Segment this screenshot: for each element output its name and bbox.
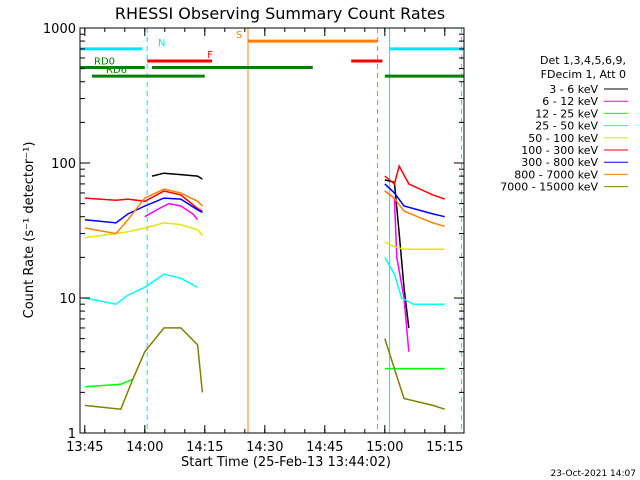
- legend-label: 50 - 100 keV: [528, 132, 598, 145]
- series-line: [151, 172, 203, 180]
- flag-label: RD0: [94, 56, 115, 67]
- legend-header: Det 1,3,4,5,6,9,: [540, 54, 626, 67]
- x-tick-label: 14:00: [126, 440, 163, 455]
- flag-label: S: [236, 30, 242, 41]
- y-tick-label: 1: [68, 427, 76, 442]
- x-tick-label: 15:15: [426, 440, 463, 455]
- series-line: [84, 327, 204, 411]
- legend: Det 1,3,4,5,6,9,FDecim 1, Att 0 3 - 6 keV…: [500, 54, 628, 194]
- legend-header: FDecim 1, Att 0: [541, 68, 626, 81]
- flag-label: RD6: [106, 65, 127, 76]
- date-stamp: 23-Oct-2021 14:07: [551, 469, 636, 479]
- series-line: [384, 257, 445, 305]
- x-tick-label: 15:00: [366, 440, 403, 455]
- series-line: [84, 197, 203, 224]
- series-line: [384, 190, 446, 228]
- flag-label: N: [158, 38, 165, 49]
- legend-label: 7000 - 15000 keV: [500, 181, 598, 194]
- series-line: [84, 188, 203, 235]
- series-line: [384, 163, 446, 200]
- series-lines: [84, 163, 446, 411]
- legend-label: 6 - 12 keV: [542, 95, 598, 108]
- y-axis: 1 10 100 1000: [43, 22, 464, 442]
- y-tick-label: 1000: [43, 22, 76, 37]
- series-line: [384, 338, 446, 410]
- y-tick-label: 10: [59, 292, 76, 307]
- plot-frame: [79, 27, 465, 434]
- legend-label: 100 - 300 keV: [521, 144, 598, 157]
- x-tick-label: 14:45: [306, 440, 343, 455]
- series-line: [84, 190, 203, 212]
- series-line: [384, 183, 445, 218]
- legend-label: 12 - 25 keV: [535, 107, 598, 120]
- legend-label: 800 - 7000 keV: [514, 168, 598, 181]
- series-line: [84, 378, 134, 388]
- series-line: [384, 241, 445, 250]
- legend-label: 25 - 50 keV: [535, 120, 598, 133]
- chart-title: RHESSI Observing Summary Count Rates: [115, 4, 445, 23]
- y-axis-label: Count Rate (s⁻¹ detector⁻¹): [22, 142, 37, 319]
- x-tick-label: 14:30: [246, 440, 283, 455]
- legend-label: 300 - 800 keV: [521, 156, 598, 169]
- legend-label: 3 - 6 keV: [549, 83, 598, 96]
- x-tick-label: 14:15: [186, 440, 223, 455]
- series-line: [84, 273, 198, 306]
- x-axis-label: Start Time (25-Feb-13 13:44:02): [181, 455, 391, 470]
- y-tick-label: 100: [51, 157, 76, 172]
- x-tick-label: 13:45: [66, 440, 103, 455]
- flag-label: F: [207, 50, 213, 61]
- series-line: [144, 202, 199, 221]
- series-line: [84, 222, 203, 239]
- x-axis: 13:45 14:00 14:15 14:30 14:45 15:00 15:15: [66, 28, 464, 455]
